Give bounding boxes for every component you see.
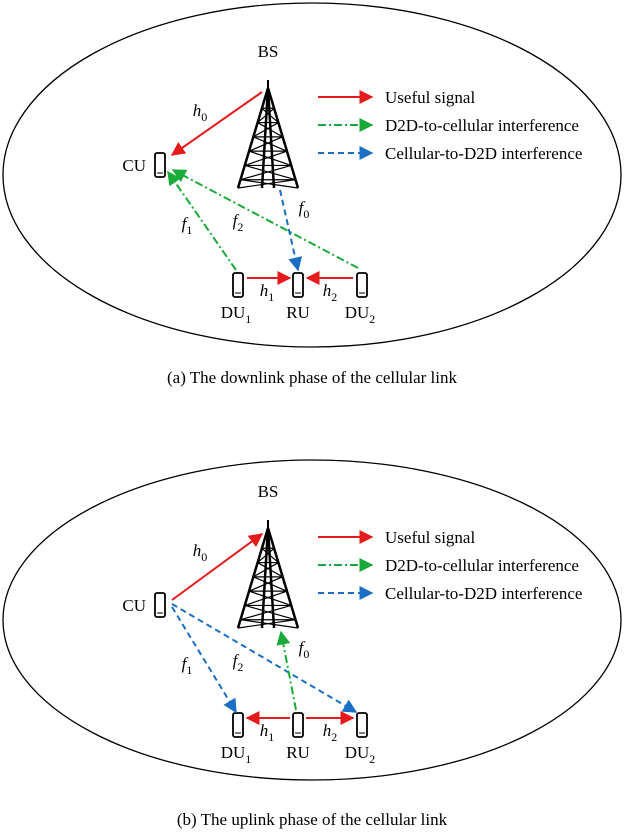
tower-lattice [238,108,298,188]
legend-label: D2D-to-cellular interference [385,556,579,575]
channel-label-sub: 2 [237,660,243,674]
channel-label-sub: 0 [303,207,309,221]
channel-label-sub: 1 [268,730,274,744]
channel-label-sub: 2 [331,730,337,744]
legend-label: D2D-to-cellular interference [385,116,579,135]
channel-label: h1 [260,281,275,304]
node-label: RU [286,303,310,322]
channel-label: h0 [193,101,208,124]
figure: BSCUDU1RUDU2Useful signalD2D-to-cellular… [0,0,624,834]
legend-label: Useful signal [385,88,475,107]
node-label-sub: 2 [369,752,375,766]
channel-label-base: h [193,541,202,560]
channel-label: h2 [323,281,338,304]
node-label-sub: 2 [369,312,375,326]
node-label: DU1 [221,743,252,766]
arrow [280,190,298,270]
channel-label-sub: 1 [186,663,192,677]
channel-label-sub: 0 [201,550,207,564]
node-label-base: DU [221,303,246,322]
channel-label-sub: 1 [268,290,274,304]
legend-label: Cellular-to-D2D interference [385,584,582,603]
channel-label: f0 [299,198,310,221]
cell-boundary [3,460,621,780]
channel-label-sub: 2 [237,220,243,234]
channel-label: h1 [260,721,275,744]
node-label: BS [258,42,279,61]
channel-label: h2 [323,721,338,744]
channel-label: f2 [233,651,244,674]
channel-label: f1 [182,214,193,237]
node-label-base: DU [345,303,370,322]
channel-label: f0 [299,638,310,661]
channel-label-base: h [323,721,332,740]
legend-label: Cellular-to-D2D interference [385,144,582,163]
channel-label-base: h [260,281,269,300]
arrow [168,172,236,270]
arrow [172,92,262,155]
channel-label-sub: 2 [331,290,337,304]
tower-lattice [238,548,298,628]
node-label-sub: 1 [245,312,251,326]
channel-label: h0 [193,541,208,564]
node-label-base: DU [221,743,246,762]
node-label: RU [286,743,310,762]
node-label: DU1 [221,303,252,326]
node-label: BS [258,482,279,501]
channel-label: f2 [233,211,244,234]
caption: (a) The downlink phase of the cellular l… [167,368,458,387]
channel-label-sub: 0 [201,110,207,124]
channel-label-base: h [193,101,202,120]
caption: (b) The uplink phase of the cellular lin… [177,810,448,829]
node-label: CU [122,156,146,175]
cell-boundary [3,3,621,347]
channel-label-base: h [323,281,332,300]
node-label: CU [122,596,146,615]
arrow [173,170,358,268]
arrow [281,632,296,710]
node-label: DU2 [345,303,376,326]
node-label-sub: 1 [245,752,251,766]
channel-label-sub: 0 [303,647,309,661]
node-label: DU2 [345,743,376,766]
legend-label: Useful signal [385,528,475,547]
channel-label: f1 [182,654,193,677]
node-label-base: DU [345,743,370,762]
channel-label-base: h [260,721,269,740]
channel-label-sub: 1 [186,223,192,237]
tower [238,528,298,628]
